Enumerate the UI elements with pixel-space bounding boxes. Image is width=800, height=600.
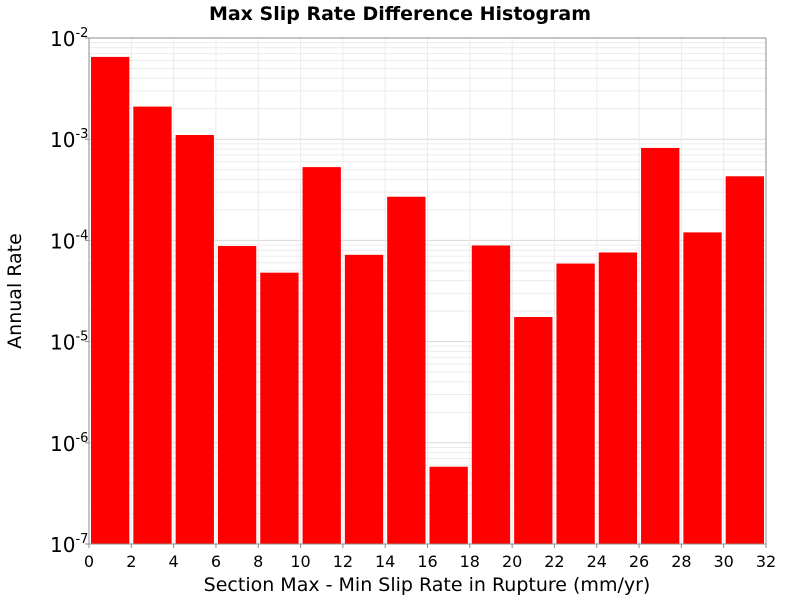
histogram-bar (725, 176, 764, 544)
x-axis-ticks: 0 2 4 6 8 10 12 14 16 18 20 22 24 26 28 30 32 (84, 544, 776, 571)
y-tick-label: 10-3 (50, 127, 88, 152)
x-tick-label: 22 (544, 552, 564, 571)
x-axis-label: Section Max - Min Slip Rate in Rupture (… (204, 574, 651, 596)
y-tick-label: 10-2 (50, 26, 88, 51)
histogram-bar (556, 263, 595, 544)
histogram-bar (387, 196, 426, 545)
histogram-bar (91, 56, 130, 544)
y-axis-ticks: 10-7 10-6 10-5 10-4 10-3 10-2 (50, 26, 89, 557)
y-tick-label: 10-5 (50, 330, 88, 355)
histogram-bar (260, 272, 299, 544)
histogram-bar (598, 252, 638, 544)
x-tick-label: 14 (375, 552, 395, 571)
x-tick-label: 4 (169, 552, 179, 571)
histogram-bar (429, 466, 468, 544)
chart-title: Max Slip Rate Difference Histogram (209, 3, 591, 25)
x-tick-label: 8 (253, 552, 263, 571)
x-tick-label: 0 (84, 552, 94, 571)
y-tick-label: 10-7 (50, 532, 88, 557)
x-tick-label: 10 (290, 552, 310, 571)
histogram-bar (344, 254, 384, 544)
y-tick-label: 10-6 (50, 431, 88, 456)
x-tick-label: 16 (417, 552, 437, 571)
histogram-bar (302, 167, 341, 545)
x-tick-label: 28 (671, 552, 691, 571)
histogram-bar (133, 106, 172, 545)
y-tick-label: 10-4 (50, 228, 88, 253)
x-tick-label: 12 (333, 552, 353, 571)
x-tick-label: 32 (756, 552, 776, 571)
x-tick-label: 26 (629, 552, 649, 571)
bars (91, 56, 764, 545)
x-tick-label: 18 (460, 552, 480, 571)
x-tick-label: 20 (502, 552, 522, 571)
histogram-bar (683, 232, 722, 545)
histogram-bar (514, 317, 553, 544)
histogram-bar (471, 245, 511, 544)
x-tick-label: 2 (126, 552, 136, 571)
x-tick-label: 6 (211, 552, 221, 571)
histogram-bar (217, 246, 257, 544)
y-axis-label: Annual Rate (4, 233, 26, 349)
histogram-bar (175, 135, 214, 545)
x-tick-label: 24 (587, 552, 607, 571)
x-tick-label: 30 (714, 552, 734, 571)
histogram-bar (641, 147, 680, 544)
